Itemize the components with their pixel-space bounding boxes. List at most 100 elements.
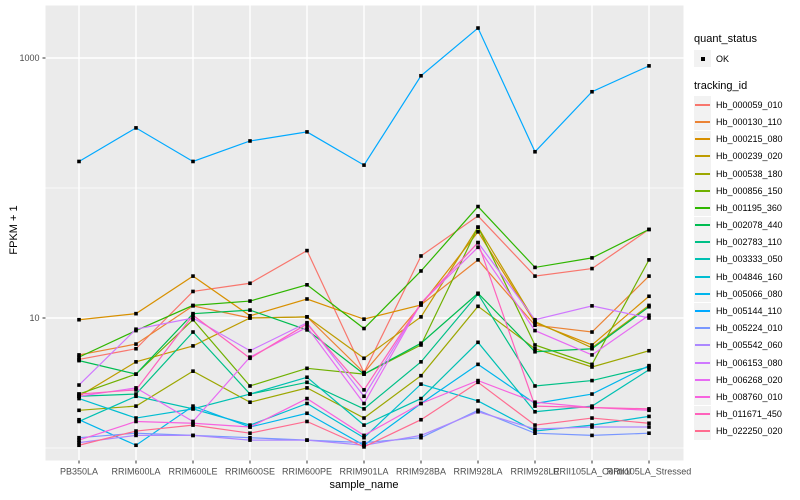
- legend-line-swatch: [695, 138, 710, 141]
- data-point: [533, 431, 537, 435]
- x-tick-label: RRIM600SE: [225, 467, 275, 477]
- data-point: [419, 417, 423, 422]
- data-point: [533, 328, 537, 333]
- data-point: [476, 214, 480, 218]
- data-point: [362, 433, 366, 438]
- x-tick-label: RRIM928BA: [396, 467, 446, 477]
- data-point: [77, 396, 81, 401]
- data-point: [533, 423, 537, 427]
- data-point: [134, 394, 138, 399]
- data-point: [590, 433, 594, 438]
- legend-item-label: Hb_001195_360: [716, 202, 782, 213]
- y-tick-label: 10: [29, 313, 39, 323]
- legend-line-swatch: [695, 275, 710, 278]
- data-point: [305, 297, 309, 301]
- legend-key-box: [694, 285, 711, 303]
- legend-item-Hb_006153_080: Hb_006153_080: [694, 354, 800, 372]
- data-point: [134, 392, 138, 396]
- data-point: [134, 443, 138, 448]
- legend-item-Hb_002783_110: Hb_002783_110: [694, 233, 800, 251]
- legend-item-Hb_022250_020: Hb_022250_020: [694, 422, 800, 440]
- data-point: [476, 225, 480, 229]
- data-point: [647, 431, 651, 435]
- data-point: [362, 416, 366, 420]
- legend-item-Hb_002078_440: Hb_002078_440: [694, 216, 800, 234]
- data-point: [590, 416, 594, 420]
- data-point: [305, 248, 309, 253]
- data-point: [134, 311, 138, 316]
- data-point: [248, 308, 252, 312]
- legend-item-label: Hb_005224_010: [716, 323, 783, 334]
- data-point: [248, 356, 252, 361]
- legend-key-box: [694, 336, 711, 354]
- data-point: [362, 326, 366, 331]
- data-point: [77, 353, 81, 357]
- data-point: [647, 421, 651, 426]
- data-point: [305, 315, 309, 319]
- legend-line-swatch: [695, 258, 710, 261]
- data-point: [533, 400, 537, 405]
- x-tick-label: RRIM600PE: [282, 467, 332, 477]
- data-point: [647, 363, 651, 368]
- data-point: [362, 440, 366, 445]
- legend-line-swatch: [695, 103, 710, 106]
- data-point: [533, 384, 537, 388]
- data-point: [305, 325, 309, 329]
- data-point: [647, 227, 651, 232]
- x-tick-label: RRII105LA_Stressed: [607, 467, 692, 477]
- legend-key-box: [694, 422, 711, 440]
- data-point: [134, 388, 138, 392]
- data-point: [647, 425, 651, 429]
- data-point: [77, 408, 81, 413]
- data-point: [77, 355, 81, 359]
- data-point: [533, 317, 537, 322]
- data-point: [134, 372, 138, 376]
- data-point: [362, 423, 366, 427]
- legend-item-Hb_000538_180: Hb_000538_180: [694, 165, 800, 183]
- legend-item-label: Hb_022250_020: [716, 426, 783, 437]
- legend-key-box: [694, 113, 711, 131]
- legend-line-swatch: [695, 172, 710, 175]
- legend-key-box: [694, 371, 711, 389]
- data-point: [305, 438, 309, 442]
- legend-key-box: [694, 388, 711, 406]
- data-point: [134, 416, 138, 420]
- legend-key-box: [694, 50, 711, 68]
- legend-line-swatch: [695, 361, 710, 364]
- data-point: [248, 313, 252, 318]
- data-point: [134, 360, 138, 364]
- data-point: [191, 433, 195, 438]
- data-point: [305, 401, 309, 406]
- data-point: [419, 254, 423, 258]
- x-tick-label: RRIM928LE: [510, 467, 559, 477]
- legend: quant_status OK tracking_id Hb_000059_01…: [694, 33, 800, 440]
- data-point: [419, 433, 423, 438]
- data-point: [419, 301, 423, 305]
- legend-item-label: Hb_005066_080: [716, 288, 783, 299]
- data-point: [419, 269, 423, 273]
- legend-item-Hb_001195_360: Hb_001195_360: [694, 199, 800, 217]
- legend-key-box: [694, 216, 711, 234]
- data-point: [590, 346, 594, 351]
- data-point: [647, 258, 651, 262]
- legend-title-quant-status: quant_status: [694, 33, 757, 45]
- data-point: [77, 443, 81, 448]
- data-point: [533, 346, 537, 351]
- data-point: [77, 358, 81, 363]
- data-point: [476, 26, 480, 30]
- data-point: [533, 349, 537, 354]
- legend-item-label: OK: [716, 53, 730, 64]
- y-axis-title: FPKM + 1: [8, 205, 20, 255]
- legend-item-label: Hb_000538_180: [716, 168, 783, 179]
- data-point: [590, 425, 594, 429]
- data-point: [248, 392, 252, 396]
- data-point: [134, 342, 138, 346]
- legend-key-box: [694, 233, 711, 251]
- legend-item-Hb_005542_060: Hb_005542_060: [694, 336, 800, 354]
- data-point: [191, 274, 195, 278]
- legend-item-Hb_003333_050: Hb_003333_050: [694, 250, 800, 268]
- data-point: [590, 365, 594, 369]
- x-tick-label: PB350LA: [60, 467, 98, 477]
- legend-key-box: [694, 354, 711, 372]
- data-point: [248, 423, 252, 427]
